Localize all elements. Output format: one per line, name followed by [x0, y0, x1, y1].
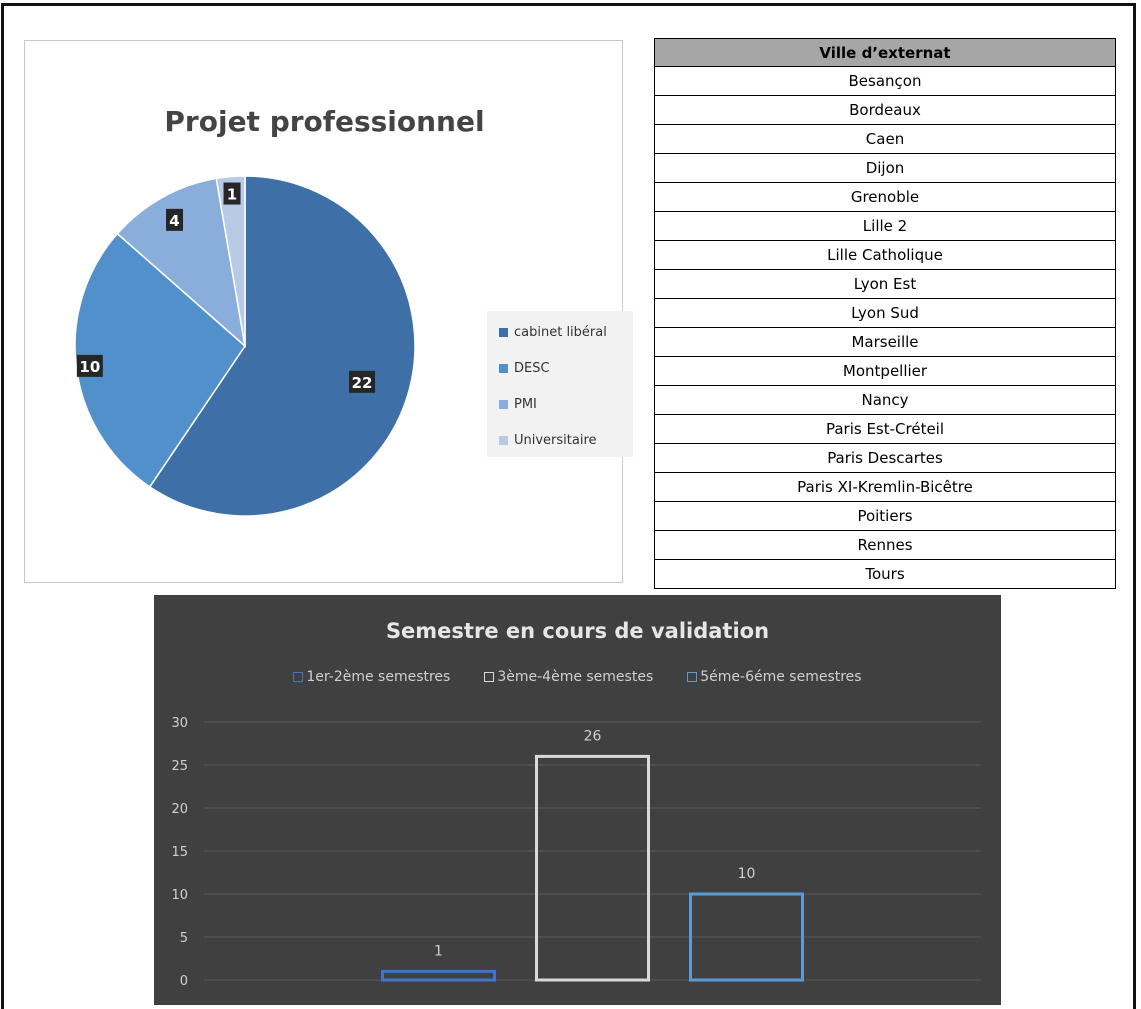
table-cell: Bordeaux — [654, 95, 1116, 125]
bar-3 — [689, 892, 804, 982]
pie-chart: 22 10 4 1 — [74, 175, 416, 517]
table-cell: Lille 2 — [654, 211, 1116, 241]
legend-swatch — [499, 327, 508, 337]
bar-legend-item: 1er-2ème semestres — [293, 669, 450, 685]
bar-data-label: 26 — [584, 728, 602, 744]
legend-item: DESC — [499, 359, 550, 377]
bar-legend: 1er-2ème semestres 3ème-4ème semestes 5éme… — [154, 669, 1001, 685]
table-row: Lille Catholique — [654, 240, 1116, 270]
page-frame — [1, 3, 1136, 1009]
legend-swatch — [499, 399, 508, 409]
bar-chart: 0 5 10 15 20 25 30 1 26 10 — [171, 716, 981, 989]
legend-item: Universitaire — [499, 431, 597, 449]
table-cell: Marseille — [654, 327, 1116, 357]
pie-data-label-box — [349, 370, 376, 393]
pie-data-label-box — [223, 182, 241, 205]
pie-data-label: 4 — [169, 212, 179, 230]
table-cell: Paris Descartes — [654, 443, 1116, 473]
legend-item: cabinet libéral — [499, 323, 607, 341]
city-table: Ville d’externat Besançon Bordeaux Caen Dij… — [654, 38, 1116, 589]
bar-legend-item: 5éme-6éme semestres — [687, 669, 862, 685]
pie-data-label-box — [166, 208, 184, 231]
bar-chart-panel: 0 5 10 15 20 25 30 1 26 10 Semestre en cours de v… — [154, 595, 1001, 1005]
legend-swatch — [499, 435, 508, 445]
table-cell: Paris Est-Créteil — [654, 414, 1116, 444]
y-tick-label: 10 — [171, 888, 188, 903]
y-tick-label: 25 — [171, 759, 188, 774]
pie-data-label: 1 — [227, 186, 237, 204]
table-cell: Caen — [654, 124, 1116, 154]
table-row: Besançon — [654, 66, 1116, 96]
bar-legend-label: 5éme-6éme semestres — [700, 669, 862, 685]
pie-slice-cabinet-lib-ral — [148, 175, 416, 517]
pie-legend: cabinet libéral DESC PMI Universitaire — [487, 311, 633, 457]
pie-slice-desc — [74, 232, 246, 488]
y-tick-label: 20 — [171, 802, 188, 817]
bar-1 — [381, 969, 496, 982]
y-tick-label: 5 — [180, 931, 188, 946]
y-tick-label: 0 — [180, 974, 188, 989]
table-cell: Rennes — [654, 530, 1116, 560]
table-row: Paris XI-Kremlin-Bicêtre — [654, 472, 1116, 502]
table-row: Poitiers — [654, 501, 1116, 531]
table-cell: Besançon — [654, 66, 1116, 96]
bar-2 — [535, 754, 650, 982]
table-row: Tours — [654, 559, 1116, 589]
table-cell: Dijon — [654, 153, 1116, 183]
table-cell: Nancy — [654, 385, 1116, 415]
table-row: Montpellier — [654, 356, 1116, 386]
table-cell: Lyon Est — [654, 269, 1116, 299]
legend-label: PMI — [514, 396, 537, 412]
pie-chart-title: Projet professionnel — [164, 105, 485, 138]
table-row: Nancy — [654, 385, 1116, 415]
table-header: Ville d’externat — [654, 38, 1116, 67]
table-row: Lille 2 — [654, 211, 1116, 241]
table-cell: Paris XI-Kremlin-Bicêtre — [654, 472, 1116, 502]
table-cell: Lille Catholique — [654, 240, 1116, 270]
legend-item: PMI — [499, 395, 537, 413]
pie-data-label-box — [76, 354, 103, 377]
legend-label: cabinet libéral — [514, 324, 607, 340]
bar-legend-label: 3ème-4ème semestes — [497, 669, 654, 685]
table-row: Grenoble — [654, 182, 1116, 212]
table-row: Lyon Est — [654, 269, 1116, 299]
bar-legend-swatch — [687, 672, 698, 682]
bar-data-label: 10 — [738, 866, 756, 882]
bar-chart-title: Semestre en cours de validation — [385, 619, 770, 643]
table-row: Rennes — [654, 530, 1116, 560]
pie-data-label: 22 — [352, 374, 373, 392]
table-cell: Grenoble — [654, 182, 1116, 212]
table-row: Paris Est-Créteil — [654, 414, 1116, 444]
table-row: Lyon Sud — [654, 298, 1116, 328]
table-cell: Montpellier — [654, 356, 1116, 386]
table-cell: Lyon Sud — [654, 298, 1116, 328]
pie-slice-pmi — [116, 177, 247, 348]
table-row: Marseille — [654, 327, 1116, 357]
table-row: Bordeaux — [654, 95, 1116, 125]
legend-swatch — [499, 363, 508, 373]
bar-data-label: 1 — [434, 943, 443, 959]
table-row: Dijon — [654, 153, 1116, 183]
bar-legend-swatch — [484, 672, 495, 682]
bar-legend-swatch — [293, 672, 304, 682]
table-cell: Tours — [654, 559, 1116, 589]
legend-label: Universitaire — [514, 432, 597, 448]
y-tick-label: 30 — [171, 716, 188, 731]
table-row: Caen — [654, 124, 1116, 154]
table-row: Paris Descartes — [654, 443, 1116, 473]
bar-legend-label: 1er-2ème semestres — [306, 669, 451, 685]
pie-slice-universitaire — [215, 175, 246, 347]
table-cell: Poitiers — [654, 501, 1116, 531]
pie-chart-panel: 22 10 4 1 Projet professionnel cabinet libé… — [24, 40, 633, 583]
legend-label: DESC — [514, 360, 550, 376]
pie-data-label: 10 — [79, 358, 100, 376]
y-tick-label: 15 — [171, 845, 188, 860]
bar-legend-item: 3ème-4ème semestes — [484, 669, 653, 685]
